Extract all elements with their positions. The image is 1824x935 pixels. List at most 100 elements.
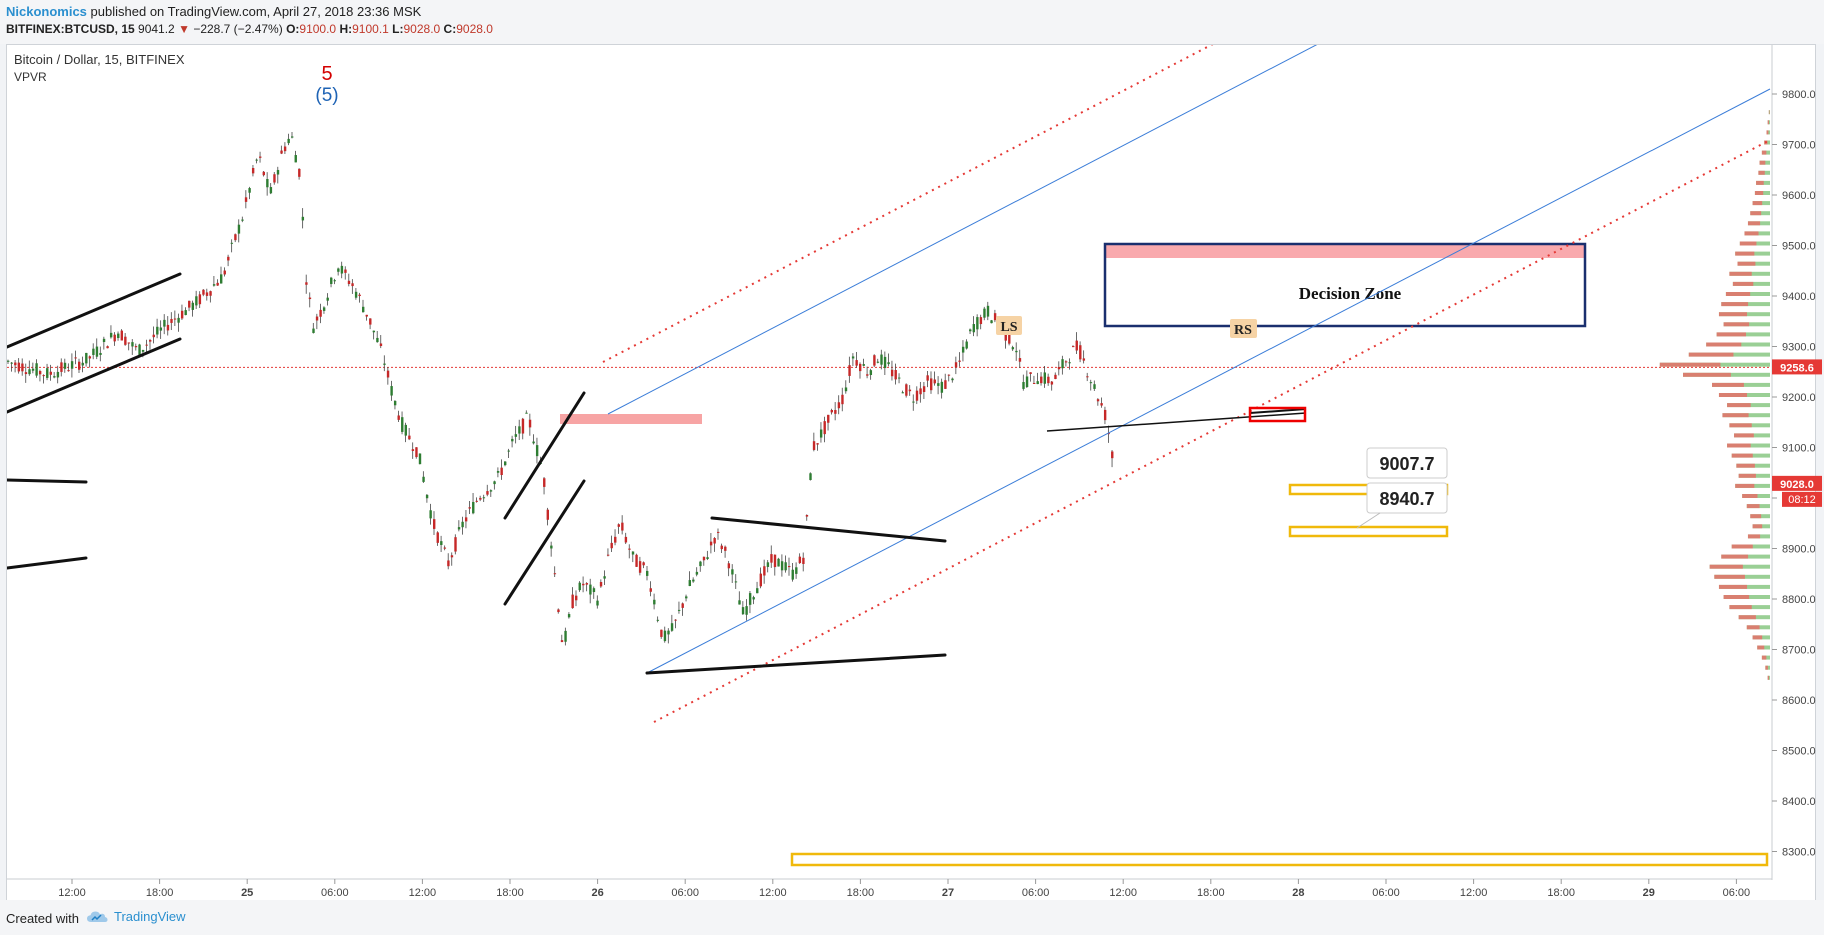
candle-body [685, 596, 688, 599]
candle-body [479, 497, 482, 500]
publication-line: Nickonomics published on TradingView.com… [6, 4, 421, 19]
chart-frame[interactable] [6, 44, 1816, 902]
ls-label-bg [996, 316, 1022, 335]
volume-bar-down [1727, 403, 1751, 408]
open-label: O: [286, 22, 300, 36]
candle-body [212, 284, 216, 286]
candle-body [922, 386, 926, 392]
candle-body [237, 224, 241, 234]
candle-body [14, 362, 17, 366]
candle-body [351, 283, 354, 287]
volume-bar-down [1735, 251, 1755, 256]
author-link[interactable]: Nickonomics [6, 4, 87, 19]
candle-body [411, 449, 415, 452]
decision-zone-box [1103, 242, 1587, 328]
candle-body [827, 414, 830, 423]
candle-body [816, 443, 819, 445]
countdown-label: 08:12 [1788, 494, 1816, 506]
candle-body [475, 500, 478, 502]
volume-bar-down [1709, 564, 1743, 569]
candle-body [681, 603, 684, 608]
candle-body [702, 556, 706, 561]
candle-body [180, 310, 184, 319]
candle-body [1004, 331, 1007, 341]
last-price: 9041.2 [138, 22, 175, 36]
open-value: 9100.0 [299, 22, 337, 36]
time-tick-label: 06:00 [321, 887, 349, 899]
volume-bar-down [1758, 170, 1765, 175]
candle-body [486, 491, 489, 495]
candle-body [259, 156, 262, 158]
candle-body [124, 336, 127, 345]
tradingview-brand[interactable]: TradingView [86, 909, 186, 924]
volume-bar-down [1734, 433, 1754, 438]
candle-body [638, 561, 642, 573]
candle-body [589, 584, 592, 595]
price-tick-label: 9700.0 [1782, 140, 1816, 152]
target-callout-2-text: 8940.7 [1379, 489, 1434, 509]
candle-body [397, 415, 400, 420]
candle-body [330, 277, 333, 284]
candle-body [869, 370, 873, 376]
candle-body [191, 302, 194, 310]
target-callout-1: 9007.7 [1366, 447, 1448, 479]
candle-body [745, 606, 748, 615]
time-tick-label: 12:00 [58, 887, 86, 899]
candle-body [738, 600, 741, 605]
candle-body [496, 471, 500, 473]
candle-body [766, 562, 770, 567]
candle-body [1107, 433, 1110, 435]
candle-body [433, 519, 436, 529]
time-tick-label: 26 [591, 887, 603, 899]
candle-body [1082, 358, 1086, 361]
volume-bar-down [1716, 332, 1746, 337]
volume-bar-down [1746, 504, 1760, 509]
volume-bar-down [1739, 241, 1757, 246]
candle-body [514, 434, 518, 437]
candle-body [791, 569, 794, 580]
volume-bar-down [1729, 271, 1752, 276]
candle-body [1040, 376, 1043, 384]
reference-price-badge: 9258.6 [1772, 359, 1822, 375]
candle-body [578, 582, 581, 591]
candle-body [876, 361, 880, 363]
volume-bar-down [1757, 645, 1765, 650]
price-tick-label: 8400.0 [1782, 796, 1816, 808]
volume-bar-down [1754, 191, 1764, 195]
candle-body [752, 597, 755, 600]
volume-profile [1659, 110, 1770, 680]
time-tick-label: 28 [1292, 887, 1304, 899]
candle-body [521, 418, 525, 434]
candle-body [557, 609, 560, 613]
candle-body [1072, 346, 1075, 348]
candle-body [248, 188, 251, 193]
candle-body [912, 401, 915, 403]
candle-body [954, 362, 958, 368]
candle-body [1011, 347, 1015, 350]
candle-body [134, 346, 138, 348]
candle-body [535, 445, 539, 457]
price-axis[interactable]: 9800.0 9700.0 9600.0 9500.0 9400.0 9300.0 9200… [1772, 89, 1816, 859]
candle-body [596, 600, 599, 606]
volume-bar-down [1767, 120, 1769, 125]
candle-body [653, 599, 656, 605]
time-axis[interactable]: 12:00 18:00 25 06:00 12:00 18:00 26 06:00 12:00 1… [58, 879, 1750, 899]
candle-body [667, 630, 670, 635]
candle-body [1111, 451, 1114, 459]
candle-body [443, 547, 447, 549]
candle-body [1100, 403, 1103, 406]
candle-body [908, 389, 912, 392]
candle-body [663, 630, 667, 642]
supply-zone-small [560, 414, 702, 424]
candle-body [49, 371, 52, 375]
candle-body [109, 332, 113, 338]
candle-body [145, 344, 148, 346]
candle-body [1061, 359, 1064, 369]
candle-body [1064, 361, 1068, 363]
candle-body [734, 581, 738, 583]
candle-body [418, 453, 422, 465]
candle-body [269, 187, 273, 194]
time-tick-label: 25 [241, 887, 253, 899]
rs-label: RS [1234, 323, 1252, 338]
